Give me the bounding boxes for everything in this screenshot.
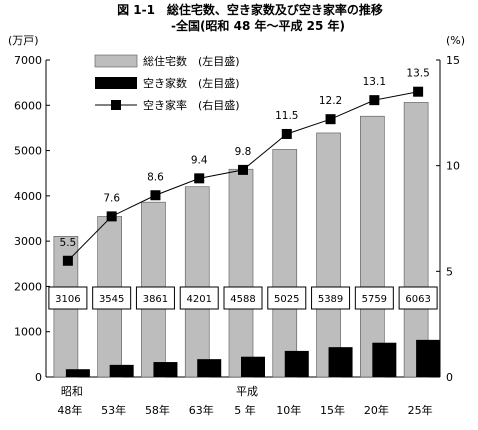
- vacancy-rate-label: 11.5: [275, 110, 298, 122]
- x-category-label: 10年: [276, 403, 301, 417]
- total-housing-bar: [360, 115, 385, 378]
- vacancy-rate-marker: [413, 86, 424, 97]
- x-era-label: 昭和: [61, 385, 83, 398]
- left-tick-label: 2000: [14, 280, 42, 293]
- total-housing-bar: [272, 149, 298, 378]
- vacancy-rate-label: 5.5: [60, 237, 77, 249]
- total-value-label: 6063: [405, 294, 430, 305]
- legend-swatch-total: [94, 54, 138, 68]
- vacancy-rate-label: 13.1: [363, 76, 386, 88]
- x-category-label: 25年: [408, 403, 433, 417]
- vacancy-rate-label: 9.8: [235, 146, 252, 158]
- right-axis-unit: (%): [446, 34, 465, 47]
- left-tick-label: 3000: [14, 235, 42, 248]
- chart-subtitle: -全国(昭和 48 年～平成 25 年): [171, 18, 345, 33]
- vacancy-rate-marker: [150, 190, 161, 201]
- left-tick-label: 0: [35, 371, 42, 384]
- total-housing-bar: [403, 102, 429, 378]
- vacancy-rate-marker: [281, 128, 292, 139]
- legend-swatch-rate-marker: [111, 100, 121, 110]
- vacant-housing-bar: [197, 359, 222, 377]
- total-value-box: [398, 286, 438, 310]
- vacant-housing-bar: [416, 339, 441, 377]
- vacant-housing-bar: [241, 356, 265, 377]
- total-housing-bar: [184, 186, 210, 378]
- left-tick-label: 1000: [14, 326, 42, 339]
- vacant-housing-bar: [372, 342, 397, 377]
- x-category-label: 15年: [320, 403, 345, 417]
- x-category-label: 48年: [57, 403, 82, 417]
- vacant-housing-bar: [153, 362, 178, 377]
- total-value-box: [48, 286, 88, 310]
- chart-title: 図 1-1 総住宅数、空き家数及び空き家率の推移: [117, 2, 383, 17]
- right-tick-label: 15: [446, 54, 460, 67]
- vacant-housing-bar: [65, 369, 90, 377]
- right-tick-label: 5: [446, 265, 453, 278]
- total-value-box: [179, 286, 219, 310]
- x-category-label: 20年: [364, 403, 389, 417]
- total-value-label: 3861: [143, 294, 168, 305]
- x-category-label: 63年: [189, 403, 214, 417]
- vacancy-rate-marker: [106, 211, 117, 222]
- vacancy-rate-label: 9.4: [191, 154, 208, 166]
- x-category-label: 5 年: [234, 403, 256, 417]
- left-axis-unit: (万戸): [8, 34, 39, 47]
- legend: 総住宅数 (左目盛) 空き家数 (左目盛) 空き家率 (右目盛): [94, 54, 240, 112]
- x-category-label: 58年: [145, 403, 170, 417]
- vacancy-rate-label: 8.6: [147, 171, 164, 183]
- vacancy-rate-marker: [62, 255, 73, 266]
- total-value-label: 5759: [362, 294, 387, 305]
- left-tick-label: 6000: [14, 99, 42, 112]
- x-era-label: 平成: [236, 385, 258, 398]
- legend-swatch-vacant: [95, 77, 137, 89]
- left-tick-label: 7000: [14, 54, 42, 67]
- total-value-box: [92, 286, 132, 310]
- total-value-box: [311, 286, 351, 310]
- x-category-label: 53年: [101, 403, 126, 417]
- legend-label-vacant: 空き家数 (左目盛): [143, 76, 240, 90]
- vacant-housing-bar: [328, 347, 353, 377]
- total-value-label: 5389: [318, 294, 343, 305]
- vacancy-rate-label: 7.6: [103, 192, 120, 204]
- plot-area: 0 1000 2000 3000 4000 5000 6000 7000 0 5 10 15 3106 3…: [14, 54, 460, 417]
- vacancy-rate-marker: [369, 95, 380, 106]
- total-value-label: 3545: [99, 294, 124, 305]
- total-housing-bar: [316, 132, 341, 378]
- left-tick-label: 4000: [14, 190, 42, 203]
- vacant-housing-bar: [109, 364, 134, 377]
- total-value-label: 4588: [230, 294, 255, 305]
- vacant-housing-bar: [284, 350, 309, 377]
- total-value-label: 5025: [274, 294, 299, 305]
- total-housing-bar: [228, 168, 254, 378]
- right-tick-label: 10: [446, 160, 460, 173]
- total-value-label: 3106: [55, 294, 80, 305]
- legend-label-rate: 空き家率 (右目盛): [143, 98, 240, 112]
- total-value-box: [223, 286, 263, 310]
- legend-label-total: 総住宅数 (左目盛): [143, 54, 240, 68]
- vacancy-rate-label: 12.2: [319, 95, 342, 107]
- left-tick-label: 5000: [14, 145, 42, 158]
- vacancy-rate-marker: [194, 173, 205, 184]
- total-value-box: [354, 286, 394, 310]
- total-value-box: [267, 286, 307, 310]
- right-tick-label: 0: [446, 371, 453, 384]
- vacancy-rate-label: 13.5: [406, 68, 429, 80]
- vacancy-rate-marker: [238, 164, 248, 175]
- total-value-box: [135, 286, 175, 310]
- vacancy-rate-marker: [325, 114, 336, 125]
- total-value-label: 4201: [186, 294, 211, 305]
